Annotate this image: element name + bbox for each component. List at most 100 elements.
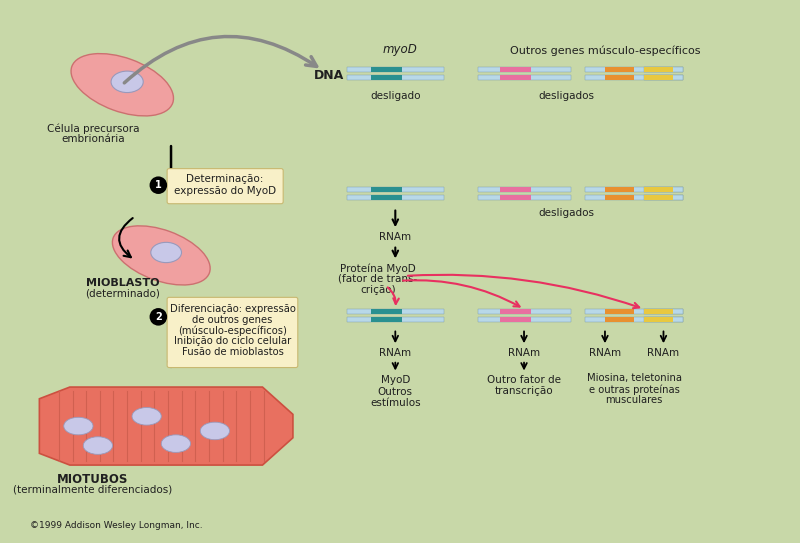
Bar xyxy=(586,75,683,80)
Text: RNAm: RNAm xyxy=(508,348,540,358)
Bar xyxy=(644,309,674,314)
Bar xyxy=(371,309,402,314)
Bar xyxy=(500,187,531,192)
Bar xyxy=(371,195,402,200)
Bar xyxy=(500,195,531,200)
Text: desligado: desligado xyxy=(370,91,421,100)
Bar xyxy=(644,75,674,80)
Bar xyxy=(346,317,444,321)
Circle shape xyxy=(150,176,167,194)
Bar xyxy=(478,309,571,314)
Bar xyxy=(586,67,683,72)
Text: (fator de trans-: (fator de trans- xyxy=(338,274,418,284)
Ellipse shape xyxy=(162,435,190,452)
FancyBboxPatch shape xyxy=(167,298,298,368)
Text: Célula precursora: Célula precursora xyxy=(46,124,139,134)
Bar xyxy=(605,317,634,321)
Text: transcrição: transcrição xyxy=(494,386,554,396)
Bar xyxy=(346,195,444,200)
Text: desligados: desligados xyxy=(538,91,594,100)
Bar xyxy=(500,75,531,80)
Bar xyxy=(644,317,674,321)
Ellipse shape xyxy=(132,408,162,425)
Bar xyxy=(478,317,571,321)
Bar xyxy=(605,75,634,80)
FancyArrowPatch shape xyxy=(124,36,317,83)
Bar xyxy=(644,317,683,321)
Text: RNAm: RNAm xyxy=(379,232,411,242)
Text: RNAm: RNAm xyxy=(379,348,411,358)
Ellipse shape xyxy=(200,422,230,440)
Bar xyxy=(371,67,402,72)
Polygon shape xyxy=(39,387,293,465)
Text: (determinado): (determinado) xyxy=(85,288,160,299)
Text: Outro fator de: Outro fator de xyxy=(487,375,561,386)
Text: RNAm: RNAm xyxy=(647,348,679,358)
Text: Outros genes músculo-específicos: Outros genes músculo-específicos xyxy=(510,45,700,55)
Circle shape xyxy=(150,308,167,326)
FancyArrowPatch shape xyxy=(388,287,399,304)
Bar xyxy=(371,317,402,321)
Text: MIOBLASTO: MIOBLASTO xyxy=(86,278,159,288)
Bar xyxy=(500,309,531,314)
Bar xyxy=(605,309,634,314)
Bar xyxy=(605,187,634,192)
Text: Miosina, teletonina: Miosina, teletonina xyxy=(586,374,682,383)
Text: Proteína MyoD: Proteína MyoD xyxy=(340,263,416,274)
Text: desligados: desligados xyxy=(538,207,594,218)
Bar xyxy=(586,187,683,192)
Text: musculares: musculares xyxy=(606,395,663,405)
Ellipse shape xyxy=(83,437,113,454)
Text: Determinação:: Determinação: xyxy=(186,174,263,184)
Text: crição): crição) xyxy=(360,285,395,295)
Text: e outras proteínas: e outras proteínas xyxy=(589,384,680,395)
Bar xyxy=(644,187,674,192)
Ellipse shape xyxy=(64,417,93,435)
Ellipse shape xyxy=(150,242,182,263)
Bar xyxy=(371,75,402,80)
Bar xyxy=(500,67,531,72)
Bar xyxy=(478,195,571,200)
Text: myoD: myoD xyxy=(383,42,418,55)
Bar xyxy=(644,195,683,200)
Bar xyxy=(500,317,531,321)
Bar xyxy=(586,309,683,314)
FancyArrowPatch shape xyxy=(408,275,639,308)
Bar xyxy=(478,187,571,192)
Text: MyoD: MyoD xyxy=(381,375,410,386)
Text: RNAm: RNAm xyxy=(589,348,621,358)
FancyArrowPatch shape xyxy=(119,218,133,257)
Text: Inibição do ciclo celular: Inibição do ciclo celular xyxy=(174,336,291,346)
Bar xyxy=(346,187,444,192)
Text: 1: 1 xyxy=(155,180,162,190)
Bar xyxy=(478,75,571,80)
Bar xyxy=(586,317,683,321)
Text: (terminalmente diferenciados): (terminalmente diferenciados) xyxy=(14,484,173,495)
Text: ©1999 Addison Wesley Longman, Inc.: ©1999 Addison Wesley Longman, Inc. xyxy=(30,521,202,531)
Bar xyxy=(644,67,683,72)
FancyArrowPatch shape xyxy=(403,280,519,307)
Bar xyxy=(586,195,683,200)
Text: de outros genes: de outros genes xyxy=(192,315,273,325)
Text: expressão do MyoD: expressão do MyoD xyxy=(174,186,276,196)
Bar xyxy=(644,75,683,80)
Text: (músculo-específicos): (músculo-específicos) xyxy=(178,325,287,336)
FancyBboxPatch shape xyxy=(167,169,283,204)
Bar xyxy=(644,195,674,200)
Text: 2: 2 xyxy=(155,312,162,322)
Bar xyxy=(346,75,444,80)
Bar xyxy=(346,309,444,314)
Bar xyxy=(644,309,683,314)
Text: MIOTUBOS: MIOTUBOS xyxy=(58,473,129,486)
Text: DNA: DNA xyxy=(314,69,345,82)
Text: Outros: Outros xyxy=(378,387,413,397)
Bar xyxy=(644,67,674,72)
Bar xyxy=(605,195,634,200)
Bar xyxy=(605,67,634,72)
Bar xyxy=(346,67,444,72)
Text: estímulos: estímulos xyxy=(370,398,421,408)
Text: Diferenciação: expressão: Diferenciação: expressão xyxy=(170,304,295,314)
Ellipse shape xyxy=(71,54,174,116)
Text: Fusão de mioblastos: Fusão de mioblastos xyxy=(182,347,283,357)
Text: embrionária: embrionária xyxy=(61,135,125,144)
